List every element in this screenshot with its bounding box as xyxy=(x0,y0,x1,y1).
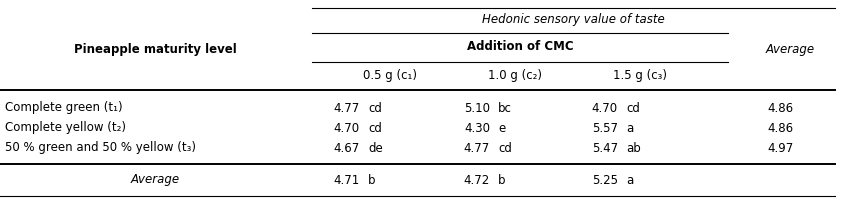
Text: b: b xyxy=(368,173,376,186)
Text: Average: Average xyxy=(131,173,179,186)
Text: 4.70: 4.70 xyxy=(592,102,618,114)
Text: b: b xyxy=(498,173,505,186)
Text: 4.71: 4.71 xyxy=(333,173,360,186)
Text: Complete yellow (t₂): Complete yellow (t₂) xyxy=(5,121,126,134)
Text: 4.86: 4.86 xyxy=(767,102,793,114)
Text: bc: bc xyxy=(498,102,512,114)
Text: 5.10: 5.10 xyxy=(464,102,490,114)
Text: 5.57: 5.57 xyxy=(592,121,618,134)
Text: 4.77: 4.77 xyxy=(464,142,490,154)
Text: ab: ab xyxy=(626,142,641,154)
Text: a: a xyxy=(626,173,633,186)
Text: cd: cd xyxy=(626,102,640,114)
Text: cd: cd xyxy=(368,102,382,114)
Text: 5.25: 5.25 xyxy=(592,173,618,186)
Text: Average: Average xyxy=(765,43,814,55)
Text: Hedonic sensory value of taste: Hedonic sensory value of taste xyxy=(482,14,665,26)
Text: cd: cd xyxy=(498,142,512,154)
Text: 4.70: 4.70 xyxy=(334,121,360,134)
Text: 5.47: 5.47 xyxy=(592,142,618,154)
Text: 4.97: 4.97 xyxy=(767,142,793,154)
Text: Complete green (t₁): Complete green (t₁) xyxy=(5,102,123,114)
Text: 4.72: 4.72 xyxy=(464,173,490,186)
Text: cd: cd xyxy=(368,121,382,134)
Text: Addition of CMC: Addition of CMC xyxy=(466,40,573,53)
Text: e: e xyxy=(498,121,505,134)
Text: de: de xyxy=(368,142,383,154)
Text: 1.0 g (c₂): 1.0 g (c₂) xyxy=(488,70,542,82)
Text: 4.77: 4.77 xyxy=(333,102,360,114)
Text: 4.86: 4.86 xyxy=(767,121,793,134)
Text: a: a xyxy=(626,121,633,134)
Text: 0.5 g (c₁): 0.5 g (c₁) xyxy=(363,70,417,82)
Text: Pineapple maturity level: Pineapple maturity level xyxy=(73,43,237,55)
Text: 4.30: 4.30 xyxy=(464,121,490,134)
Text: 1.5 g (c₃): 1.5 g (c₃) xyxy=(613,70,667,82)
Text: 4.67: 4.67 xyxy=(333,142,360,154)
Text: 50 % green and 50 % yellow (t₃): 50 % green and 50 % yellow (t₃) xyxy=(5,142,196,154)
